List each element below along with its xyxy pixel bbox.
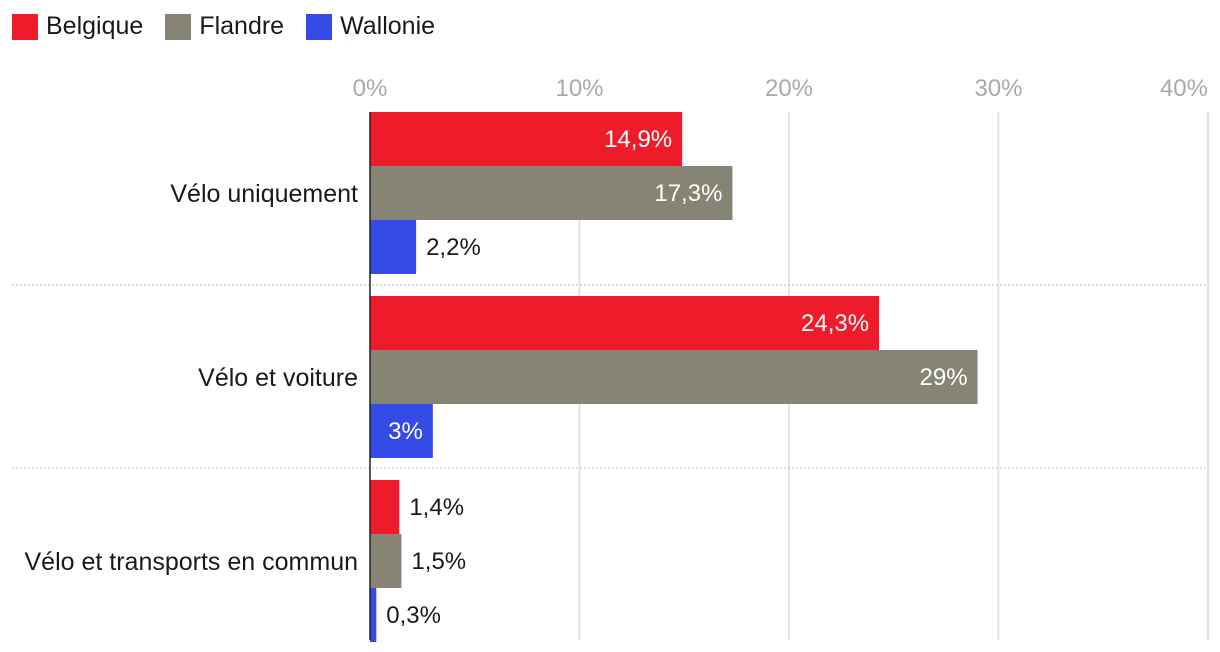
legend-label-belgique: Belgique <box>46 12 144 40</box>
group-separators <box>12 284 1208 469</box>
legend-item-wallonie: Wallonie <box>306 12 435 41</box>
bar <box>370 296 880 350</box>
data-label: 0,3% <box>386 602 441 629</box>
x-tick-label: 30% <box>974 75 1022 102</box>
x-tick-label: 20% <box>765 75 813 102</box>
bars: 14,9% 17,3% 2,2% 24,3% 29% 3% 1,4% 1,5% 0,3% <box>370 112 978 642</box>
data-label: 24,3% <box>801 310 869 337</box>
bar <box>370 350 978 404</box>
data-label: 2,2% <box>426 234 481 261</box>
bar <box>370 534 402 588</box>
data-label: 14,9% <box>604 126 672 153</box>
bar <box>370 404 433 458</box>
legend: Belgique Flandre Wallonie <box>12 12 457 41</box>
legend-label-wallonie: Wallonie <box>340 12 436 40</box>
bar <box>370 112 683 166</box>
data-label: 29% <box>920 364 968 391</box>
data-label: 1,4% <box>409 494 464 521</box>
x-tick-label: 40% <box>1160 75 1208 102</box>
bar <box>370 166 733 220</box>
bar <box>370 588 377 642</box>
data-label: 17,3% <box>654 180 722 207</box>
x-tick-label: 10% <box>555 75 603 102</box>
legend-swatch-wallonie <box>306 13 333 40</box>
bar <box>370 480 400 534</box>
data-label: 3% <box>388 418 423 445</box>
category-label: Vélo et transports en commun <box>25 548 359 576</box>
category-label: Vélo et voiture <box>198 364 358 392</box>
legend-label-flandre: Flandre <box>199 12 285 40</box>
legend-item-flandre: Flandre <box>165 12 284 41</box>
bar <box>370 220 417 274</box>
legend-swatch-flandre <box>165 13 192 40</box>
category-labels: Vélo uniquement Vélo et voiture Vélo et tr… <box>25 180 359 576</box>
x-axis-ticks: 0% 10% 20% 30% 40% <box>353 75 1208 102</box>
legend-swatch-belgique <box>12 13 38 40</box>
data-label: 1,5% <box>411 548 466 575</box>
legend-item-belgique: Belgique <box>12 12 143 41</box>
category-label: Vélo uniquement <box>170 180 358 208</box>
x-tick-label: 0% <box>353 75 388 102</box>
